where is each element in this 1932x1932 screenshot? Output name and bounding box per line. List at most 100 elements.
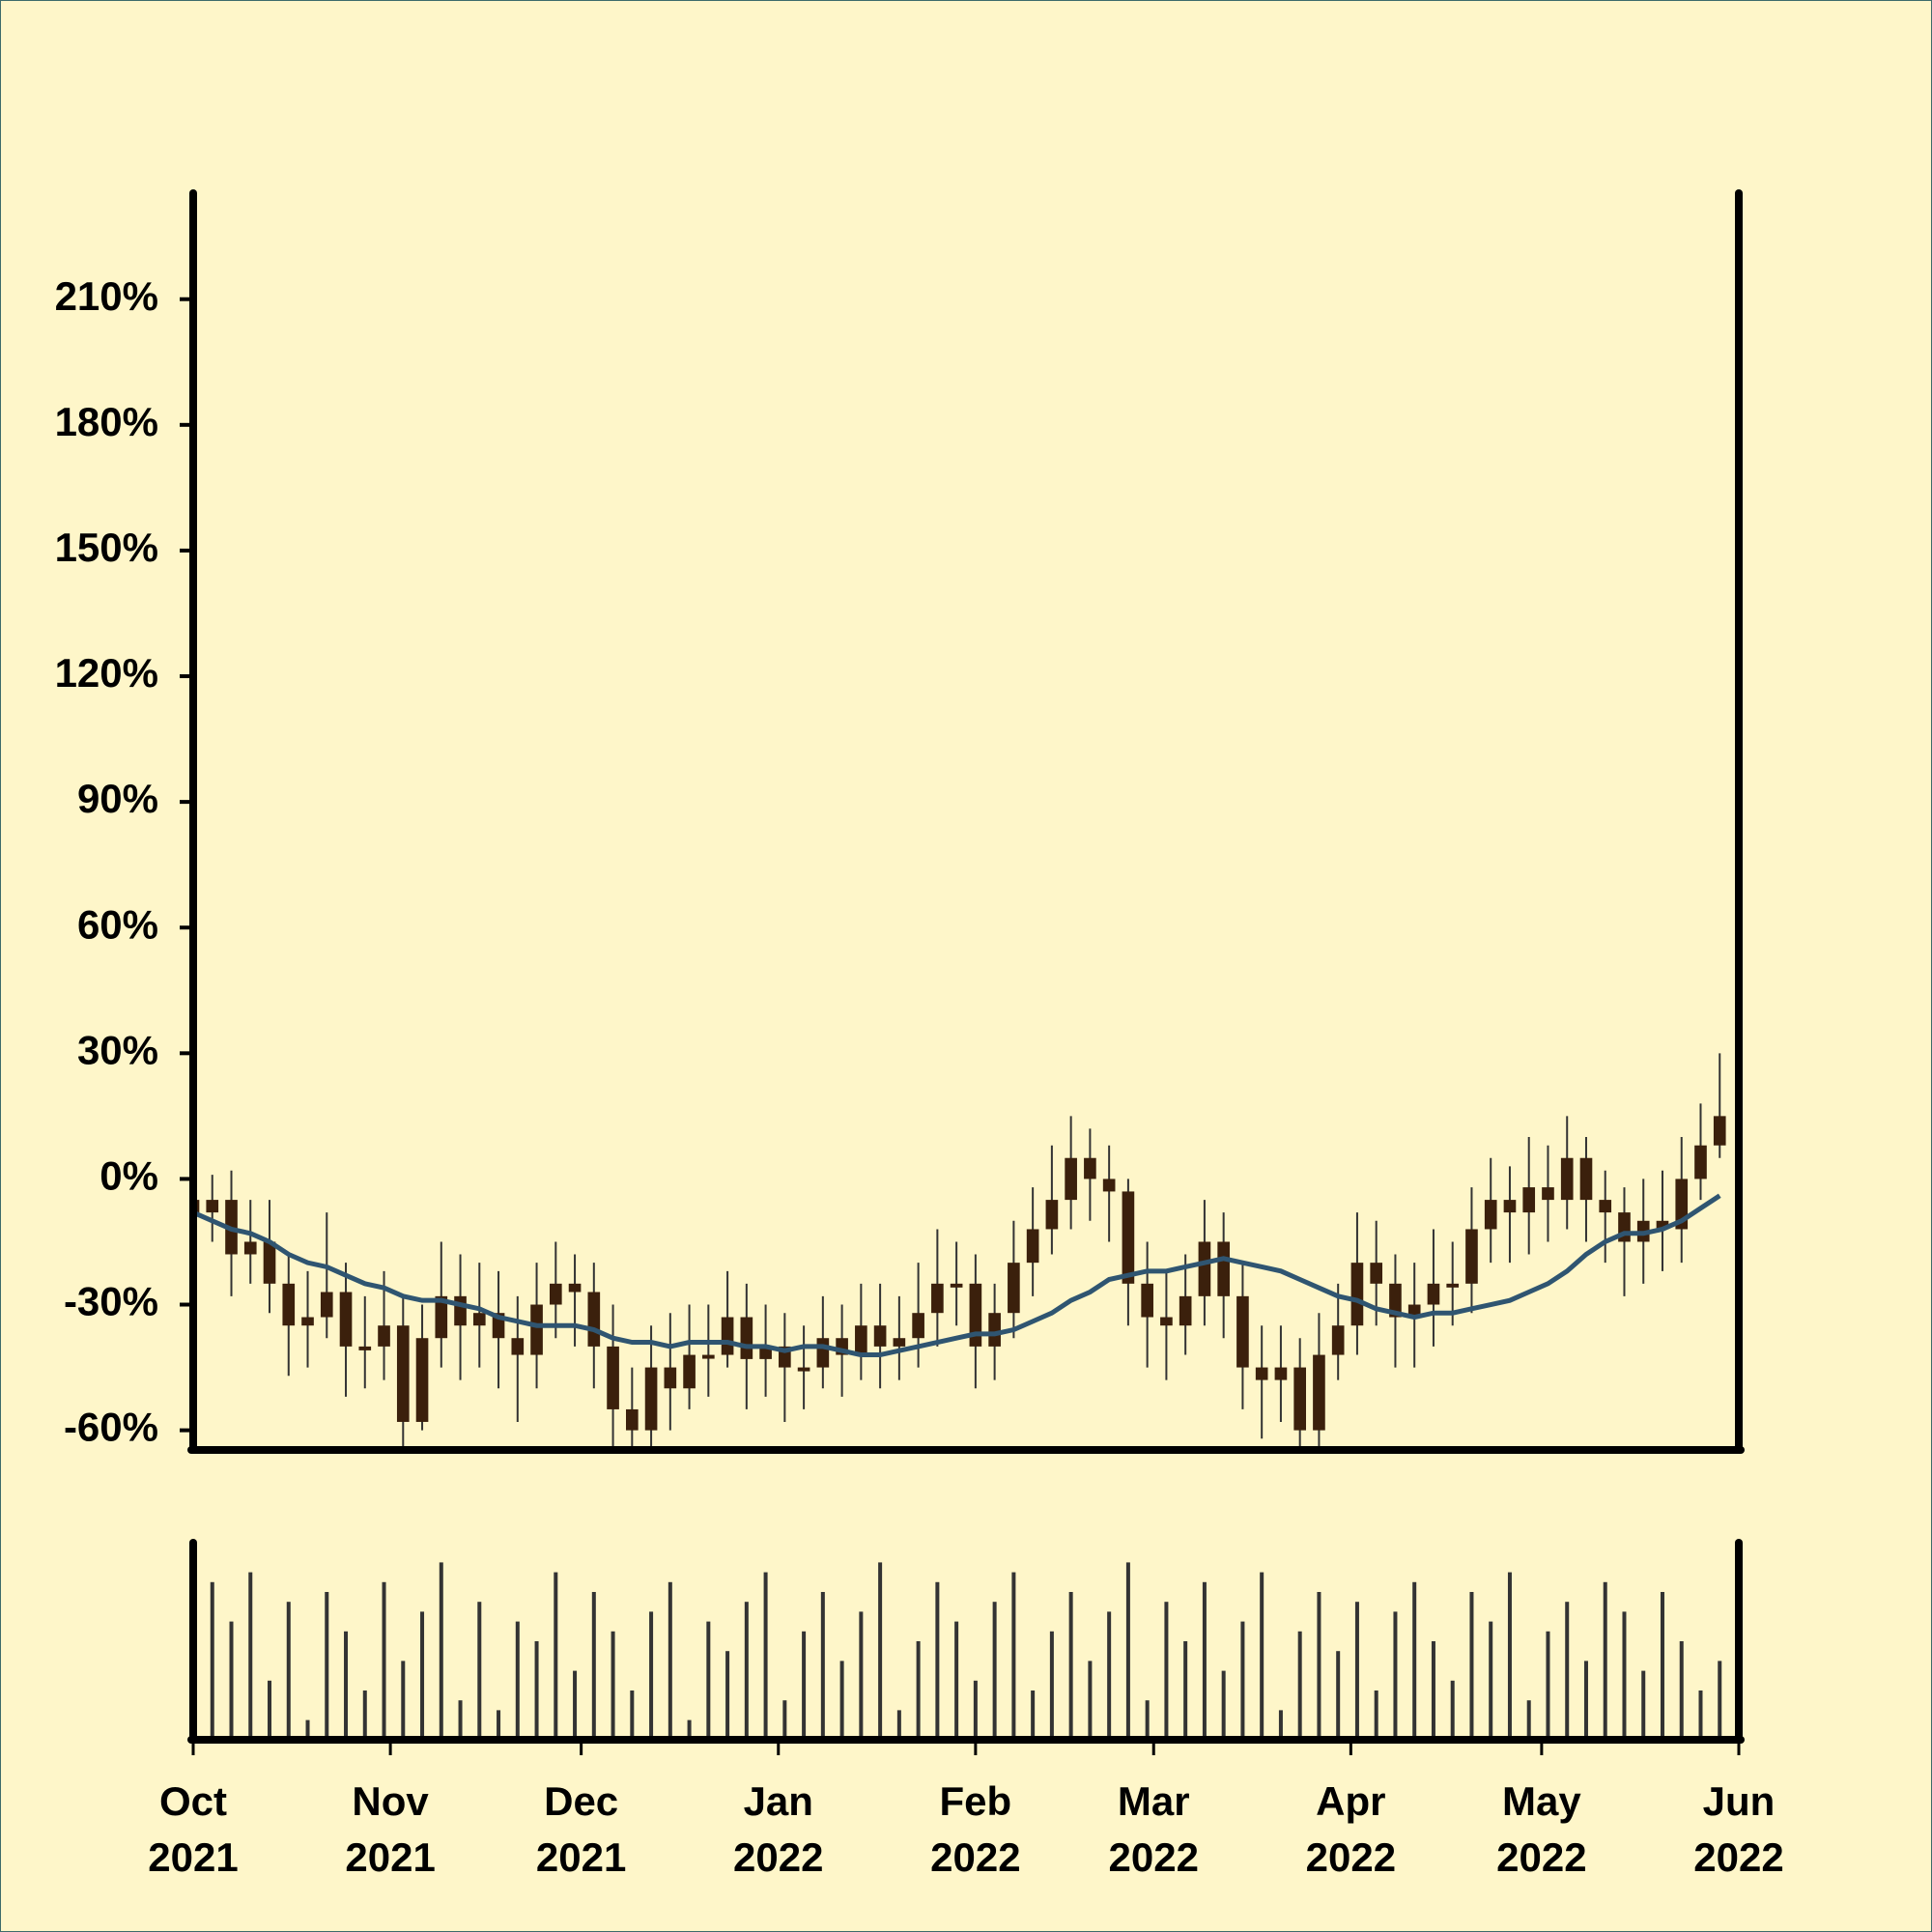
volume-bar: [820, 1592, 825, 1740]
candle-body: [568, 1283, 582, 1293]
volume-bar: [1297, 1631, 1302, 1740]
x-tick-label: Dec 2021: [536, 1778, 626, 1880]
y-tick-label: 90%: [77, 776, 158, 821]
x-tick-label: Nov 2021: [345, 1778, 435, 1880]
volume-bar: [687, 1719, 692, 1740]
candle-body: [721, 1317, 734, 1355]
candle-body: [1331, 1325, 1345, 1355]
volume-bar: [382, 1581, 386, 1740]
candle-body: [415, 1338, 429, 1422]
volume-bar: [1431, 1641, 1435, 1740]
candle-body: [549, 1283, 562, 1305]
y-tick-label: -60%: [64, 1405, 158, 1450]
candle-body: [1370, 1263, 1383, 1284]
volume-bar: [497, 1710, 501, 1740]
volume-bar: [1221, 1670, 1226, 1740]
candle-body: [472, 1313, 486, 1326]
volume-bar: [896, 1710, 901, 1740]
x-tick-label: Feb 2022: [930, 1778, 1020, 1880]
volume-bar: [1507, 1572, 1512, 1740]
volume-bar: [954, 1621, 959, 1740]
volume-bar: [1412, 1581, 1417, 1740]
candle-body: [1026, 1229, 1039, 1264]
candle-body: [1084, 1157, 1096, 1179]
volume-bar: [1088, 1661, 1093, 1740]
x-tick-label: May 2022: [1496, 1778, 1586, 1880]
candle-body: [683, 1354, 696, 1389]
candle-body: [1293, 1367, 1306, 1431]
volume-bar: [1317, 1592, 1321, 1740]
candle-body: [626, 1408, 639, 1431]
candle-body: [282, 1283, 296, 1326]
plot-area: [193, 1053, 1726, 1450]
candle-body: [644, 1367, 658, 1431]
volume-bar: [1183, 1641, 1188, 1740]
volume-bar: [1202, 1581, 1207, 1740]
volume-bar: [344, 1631, 349, 1740]
volume-bar: [1546, 1631, 1550, 1740]
candle-body: [1122, 1191, 1135, 1284]
volume-bar: [1583, 1661, 1588, 1740]
volume-bar: [706, 1621, 711, 1740]
volume-bar: [1469, 1592, 1474, 1740]
volume-bar: [878, 1562, 883, 1740]
volume-bar: [305, 1719, 310, 1740]
candle-body: [1045, 1200, 1059, 1230]
volume-bar: [1336, 1651, 1341, 1740]
candle-body: [740, 1317, 753, 1359]
volume-bar: [420, 1611, 425, 1740]
volume-bar: [782, 1700, 787, 1740]
candle-body: [1389, 1283, 1402, 1318]
volume-bar: [935, 1581, 940, 1740]
candle-body: [1656, 1220, 1669, 1230]
volume-bar: [458, 1700, 463, 1740]
volume-bar: [1164, 1602, 1169, 1740]
volume-bar: [1145, 1700, 1150, 1740]
volume-bar: [611, 1631, 615, 1740]
candle-body: [1427, 1283, 1440, 1305]
candle-body: [816, 1338, 830, 1368]
candle-body: [664, 1367, 677, 1389]
volume-bar: [1107, 1611, 1112, 1740]
volume-bar: [916, 1641, 921, 1740]
volume-bar: [1603, 1581, 1607, 1740]
volume-bar: [477, 1602, 482, 1740]
candle-body: [912, 1313, 924, 1339]
y-tick-label: 30%: [77, 1027, 158, 1072]
volume-bar: [534, 1641, 539, 1740]
moving-average-line: [193, 1193, 1721, 1358]
volume-bar: [1641, 1670, 1646, 1740]
candle-body: [1179, 1295, 1192, 1326]
candle-body: [1599, 1200, 1612, 1213]
volume-bar: [1489, 1621, 1493, 1740]
volume-bar: [802, 1631, 807, 1740]
candle-body: [396, 1325, 410, 1422]
candle-body: [1236, 1295, 1249, 1368]
volume-bar: [1526, 1700, 1531, 1740]
candle-body: [454, 1295, 467, 1326]
x-tick-label: Oct 2021: [148, 1778, 238, 1880]
volume-bar: [1374, 1690, 1378, 1740]
volume-bar: [668, 1581, 672, 1740]
y-tick-label: 60%: [77, 901, 158, 947]
candle-body: [435, 1295, 448, 1339]
volume-bar: [1031, 1690, 1036, 1740]
candle-body: [1274, 1367, 1288, 1380]
volume-bar: [630, 1690, 635, 1740]
candle-body: [931, 1283, 944, 1314]
candle-body: [1542, 1187, 1554, 1201]
candle-body: [1560, 1157, 1574, 1201]
candle-body: [358, 1346, 372, 1350]
volume-bar: [1354, 1602, 1359, 1740]
candle-body: [587, 1292, 601, 1347]
volume-bar: [286, 1602, 291, 1740]
volume-bar: [859, 1611, 864, 1740]
volume-bar: [325, 1592, 329, 1740]
y-tick-label: 120%: [55, 650, 158, 696]
candle-body: [969, 1283, 982, 1347]
volume-bar: [439, 1562, 443, 1740]
candle-body: [1446, 1283, 1460, 1288]
